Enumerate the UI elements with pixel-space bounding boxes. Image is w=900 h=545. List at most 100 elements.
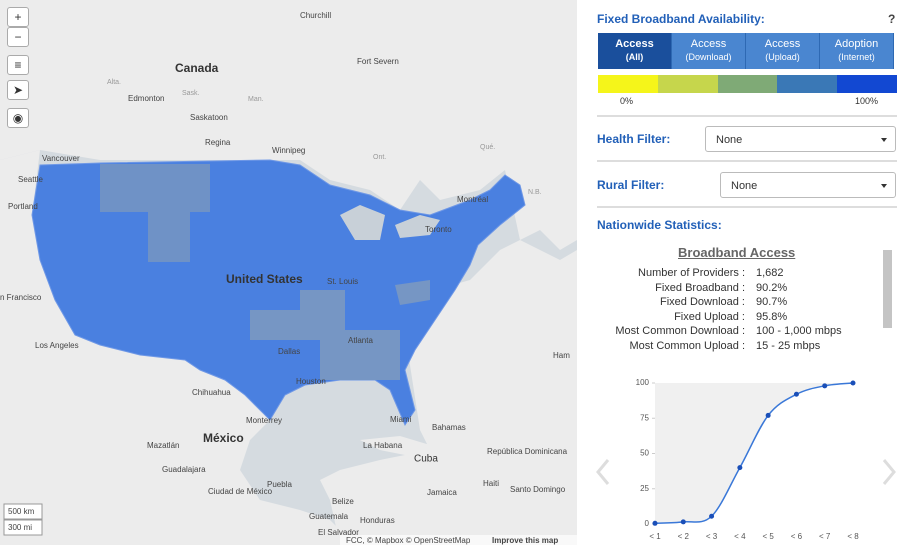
health-select[interactable]: None [705, 126, 896, 152]
side-panel: Fixed Broadband Availability: ? Access (A… [590, 0, 900, 545]
tab-sub: (Download) [685, 52, 732, 62]
divider [597, 206, 897, 208]
divider [597, 115, 897, 117]
map-label: Miami [390, 415, 412, 424]
map-label: Chihuahua [192, 388, 231, 397]
map-label: Edmonton [128, 94, 164, 103]
map-label: Mazatlán [147, 441, 179, 450]
tab[interactable]: Access (All) [598, 33, 672, 69]
map-label: Dallas [278, 347, 300, 356]
map-label: Fort Severn [357, 57, 399, 66]
attribution-bg [340, 535, 577, 545]
legend-swatch [717, 75, 778, 93]
map-label: Toronto [425, 225, 452, 234]
map-label: Sask. [182, 90, 200, 97]
map-label: N.B. [528, 189, 542, 196]
attribution: FCC, © Mapbox © OpenStreetMap [346, 536, 471, 545]
stat-value: 90.7% [756, 296, 788, 308]
map-label: United States [226, 272, 303, 286]
map-label: Belize [332, 497, 354, 506]
land-west [0, 150, 360, 545]
map-label: Ciudad de México [208, 487, 273, 496]
land-north [0, 0, 577, 250]
map-label: Bahamas [432, 423, 466, 432]
stat-label: Number of Providers : [638, 267, 745, 279]
tab-title: Access [690, 38, 727, 50]
map-label: Seattle [18, 175, 43, 184]
layers-button[interactable]: ≡ [7, 55, 29, 75]
map-label: St. Louis [327, 277, 358, 286]
tab-sub: (All) [625, 52, 644, 62]
region-shade [100, 164, 210, 262]
region-shade [250, 290, 400, 380]
legend-swatch [777, 75, 838, 93]
map-label: Haiti [483, 479, 499, 488]
map-label: Vancouver [42, 154, 80, 163]
legend-min: 0% [620, 96, 634, 106]
map-label: Ont. [373, 154, 386, 161]
zoom-out[interactable]: − [7, 27, 29, 47]
scale-box [3, 519, 43, 536]
map[interactable]: Churchill Canada Fort Severn Alta. Edmonton S… [0, 0, 577, 545]
panel-title: Fixed Broadband Availability: [597, 12, 765, 26]
map-label: Winnipeg [272, 146, 305, 155]
island-cuba [360, 436, 450, 460]
health-label: Health Filter: [597, 132, 671, 146]
legend-swatch [837, 75, 897, 93]
tab-sub: (Upload) [765, 52, 800, 62]
island-hispaniola [465, 475, 540, 492]
scrollbar[interactable] [883, 250, 892, 328]
help[interactable]: ? [888, 12, 896, 26]
zoom-in[interactable]: + [7, 7, 29, 27]
tab-title: Access [615, 38, 654, 50]
region-shade [395, 280, 430, 305]
map-label: Monterrey [246, 416, 282, 425]
map-label: Alta. [107, 79, 121, 86]
rural-select[interactable]: None [720, 172, 896, 198]
map-label: Atlanta [348, 336, 373, 345]
globe-button[interactable]: ◉ [7, 108, 29, 128]
stat-value: 90.2% [756, 281, 788, 294]
locate-button[interactable]: ➤ [7, 80, 29, 100]
tab[interactable]: Adoption (Internet) [820, 33, 894, 69]
map-label: n Francisco [0, 293, 42, 302]
map-label: México [203, 431, 244, 445]
stat-value: 15 - 25 mbps [756, 339, 821, 352]
stat-label: Most Common Upload : [629, 339, 745, 352]
land-central [330, 500, 440, 545]
map-label: Canada [175, 61, 219, 75]
map-label: Los Angeles [35, 341, 79, 350]
stat-label: Fixed Broadband : [655, 281, 745, 294]
tab-title: Adoption [834, 38, 879, 50]
tab-title: Access [764, 38, 801, 50]
great-lakes [340, 205, 440, 240]
stat-value: 1,682 [756, 267, 784, 279]
map-label: Guadalajara [162, 465, 206, 474]
tab[interactable]: Access (Download) [672, 33, 746, 69]
stat-label: Most Common Download : [615, 325, 745, 337]
scale-km: 500 km [8, 507, 35, 516]
stat-value: 100 - 1,000 mbps [756, 325, 842, 337]
map-label: República Dominicana [487, 447, 568, 456]
stat-value: 95.8% [756, 310, 788, 323]
map-label: Puebla [267, 480, 292, 489]
improve-link[interactable]: Improve this map [492, 536, 558, 545]
map-label: Santo Domingo [510, 485, 566, 494]
stat-label: Fixed Download : [660, 296, 745, 308]
map-label: La Habana [363, 441, 403, 450]
rural-label: Rural Filter: [597, 178, 665, 192]
map-label: Ham [553, 351, 570, 360]
legend-swatch [598, 75, 658, 93]
map-label: Qué. [480, 144, 495, 151]
stat-label: Fixed Upload : [674, 310, 745, 323]
legend-max: 100% [855, 96, 879, 106]
scale-mi: 300 mi [8, 523, 32, 532]
map-label: Jamaica [427, 488, 457, 497]
tab[interactable]: Access (Upload) [746, 33, 820, 69]
land-east [320, 240, 577, 545]
map-label: Guatemala [309, 512, 349, 521]
map-label: Regina [205, 138, 231, 147]
stats-title: Nationwide Statistics: [597, 218, 722, 232]
map-label: Honduras [360, 516, 395, 525]
